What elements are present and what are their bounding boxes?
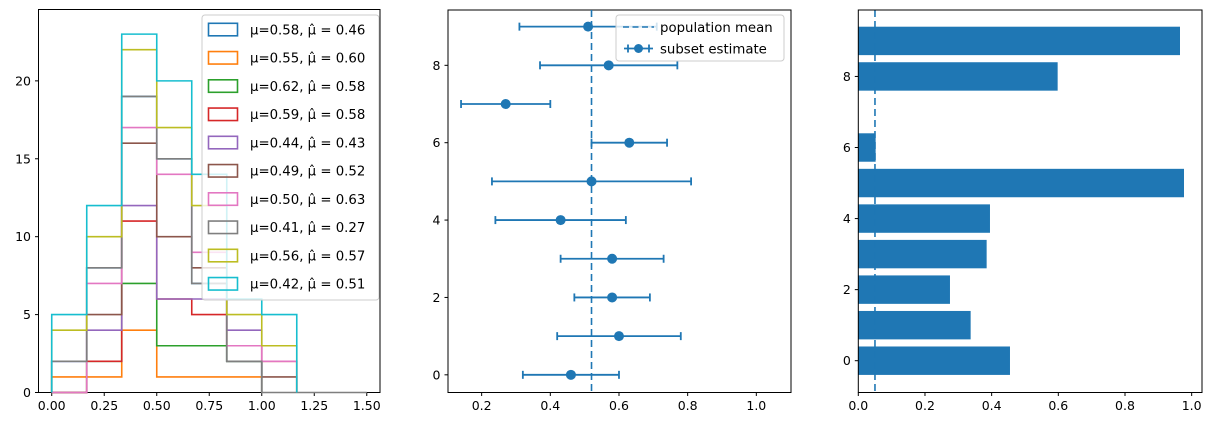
bar-8 (858, 62, 1058, 91)
y-tick-label: 10 (15, 229, 31, 244)
y-tick-label: 4 (433, 213, 441, 228)
bar-2 (858, 275, 950, 304)
hist-legend-label-5: μ=0.49, μ̂ = 0.52 (250, 164, 365, 180)
bar-5 (858, 168, 1184, 198)
x-tick-label: 0.6 (1048, 398, 1068, 413)
errorbar-point-8 (539, 60, 679, 71)
bar-0 (858, 346, 1010, 375)
errorbar-point-0 (521, 369, 620, 380)
x-tick-label: 0.00 (38, 398, 66, 413)
histogram-panel: 0.00 0.25 0.50 0.75 1.00 1.25 1.50 0 5 10 15 20 μ=0.… (15, 9, 381, 413)
hist-legend-label-8: μ=0.56, μ̂ = 0.57 (250, 248, 365, 264)
hist-legend-label-9: μ=0.42, μ̂ = 0.51 (250, 277, 365, 293)
errorbar-legend: population mean subset estimate (615, 14, 785, 62)
estimate-marker (583, 21, 594, 32)
x-tick-label: 0.8 (678, 398, 698, 413)
errorbar-point-7 (460, 99, 552, 110)
legend-population-mean-label: population mean (660, 21, 773, 36)
bar-3 (858, 239, 987, 269)
bar-6 (858, 133, 876, 162)
errorbar-point-3 (559, 253, 665, 264)
hist-legend-swatch-8 (207, 248, 239, 263)
hist-legend-label-0: μ=0.58, μ̂ = 0.46 (250, 22, 365, 38)
hist-legend-label-1: μ=0.55, μ̂ = 0.60 (250, 51, 365, 67)
y-tick-label: 0 (23, 385, 31, 400)
errorbar-point-1 (556, 331, 682, 342)
y-tick-label: 8 (843, 69, 851, 84)
y-tick-label: 0 (843, 353, 851, 368)
estimate-marker (555, 215, 566, 226)
hist-legend: μ=0.58, μ̂ = 0.46 μ=0.55, μ̂ = 0.60 μ=0.62… (201, 14, 380, 301)
y-tick-label: 6 (433, 135, 441, 150)
x-tick-label: 1.00 (248, 398, 276, 413)
errorbar-point-6 (590, 137, 668, 148)
x-tick-label: 0.0 (848, 398, 868, 413)
x-tick-label: 0.25 (90, 398, 118, 413)
hist-legend-swatch-2 (207, 79, 239, 94)
hist-series-9 (50, 33, 298, 393)
estimate-marker (624, 137, 635, 148)
bar-4 (858, 204, 990, 233)
bar-9 (858, 26, 1180, 56)
errorbar-point-4 (494, 215, 627, 226)
x-tick-label: 0.8 (1115, 398, 1135, 413)
y-tick-label: 15 (15, 151, 31, 166)
hist-legend-swatch-7 (207, 220, 239, 235)
hist-legend-label-3: μ=0.59, μ̂ = 0.58 (250, 107, 365, 123)
hist-legend-label-4: μ=0.44, μ̂ = 0.43 (250, 135, 365, 151)
errorbar-legend-box (615, 14, 785, 62)
hist-legend-swatch-0 (207, 22, 239, 37)
x-tick-label: 0.4 (982, 398, 1002, 413)
estimate-marker (607, 292, 618, 303)
hist-legend-swatch-5 (207, 163, 239, 178)
axes-frame (857, 9, 1203, 393)
x-tick-label: 0.4 (540, 398, 560, 413)
estimate-marker (607, 253, 618, 264)
x-tick-label: 0.75 (195, 398, 223, 413)
legend-subset-estimate-label: subset estimate (660, 42, 767, 57)
estimate-marker (603, 60, 614, 71)
bar-1 (858, 310, 971, 340)
pvalue-bar-panel: 0.0 0.2 0.4 0.6 0.8 1.0 0 2 4 6 8 (843, 9, 1203, 413)
y-tick-label: 20 (15, 73, 31, 88)
errorbar-point-5 (491, 176, 692, 187)
estimate-marker (565, 369, 576, 380)
x-tick-label: 1.25 (300, 398, 328, 413)
y-tick-label: 6 (843, 140, 851, 155)
hist-legend-swatch-6 (207, 192, 239, 207)
estimate-marker (613, 331, 624, 342)
y-tick-label: 5 (23, 307, 31, 322)
y-tick-label: 4 (843, 211, 851, 226)
y-tick-label: 8 (433, 58, 441, 73)
hist-legend-label-7: μ=0.41, μ̂ = 0.27 (250, 220, 365, 236)
x-tick-label: 1.0 (746, 398, 766, 413)
hist-legend-box (201, 14, 380, 301)
hist-legend-swatch-9 (207, 276, 239, 291)
x-tick-label: 0.2 (915, 398, 935, 413)
hist-legend-swatch-4 (207, 135, 239, 150)
hist-legend-swatch-1 (207, 50, 239, 65)
axes-frame (447, 9, 792, 393)
y-tick-label: 2 (843, 282, 851, 297)
x-tick-label: 0.6 (609, 398, 629, 413)
x-tick-label: 0.2 (472, 398, 492, 413)
y-tick-label: 0 (433, 367, 441, 382)
hist-legend-label-2: μ=0.62, μ̂ = 0.58 (250, 79, 365, 95)
y-tick-label: 2 (433, 290, 441, 305)
legend-marker-sample (634, 44, 643, 53)
x-tick-label: 0.50 (143, 398, 171, 413)
x-tick-label: 1.50 (353, 398, 381, 413)
estimate-marker (586, 176, 597, 187)
hist-legend-swatch-3 (207, 107, 239, 122)
errorbar-point-2 (573, 292, 651, 303)
errorbar-panel: 0.2 0.4 0.6 0.8 1.0 0 2 4 6 8 population mean subse… (433, 9, 792, 413)
x-tick-label: 1.0 (1182, 398, 1202, 413)
hist-legend-label-6: μ=0.50, μ̂ = 0.63 (250, 192, 365, 208)
estimate-marker (500, 99, 511, 110)
